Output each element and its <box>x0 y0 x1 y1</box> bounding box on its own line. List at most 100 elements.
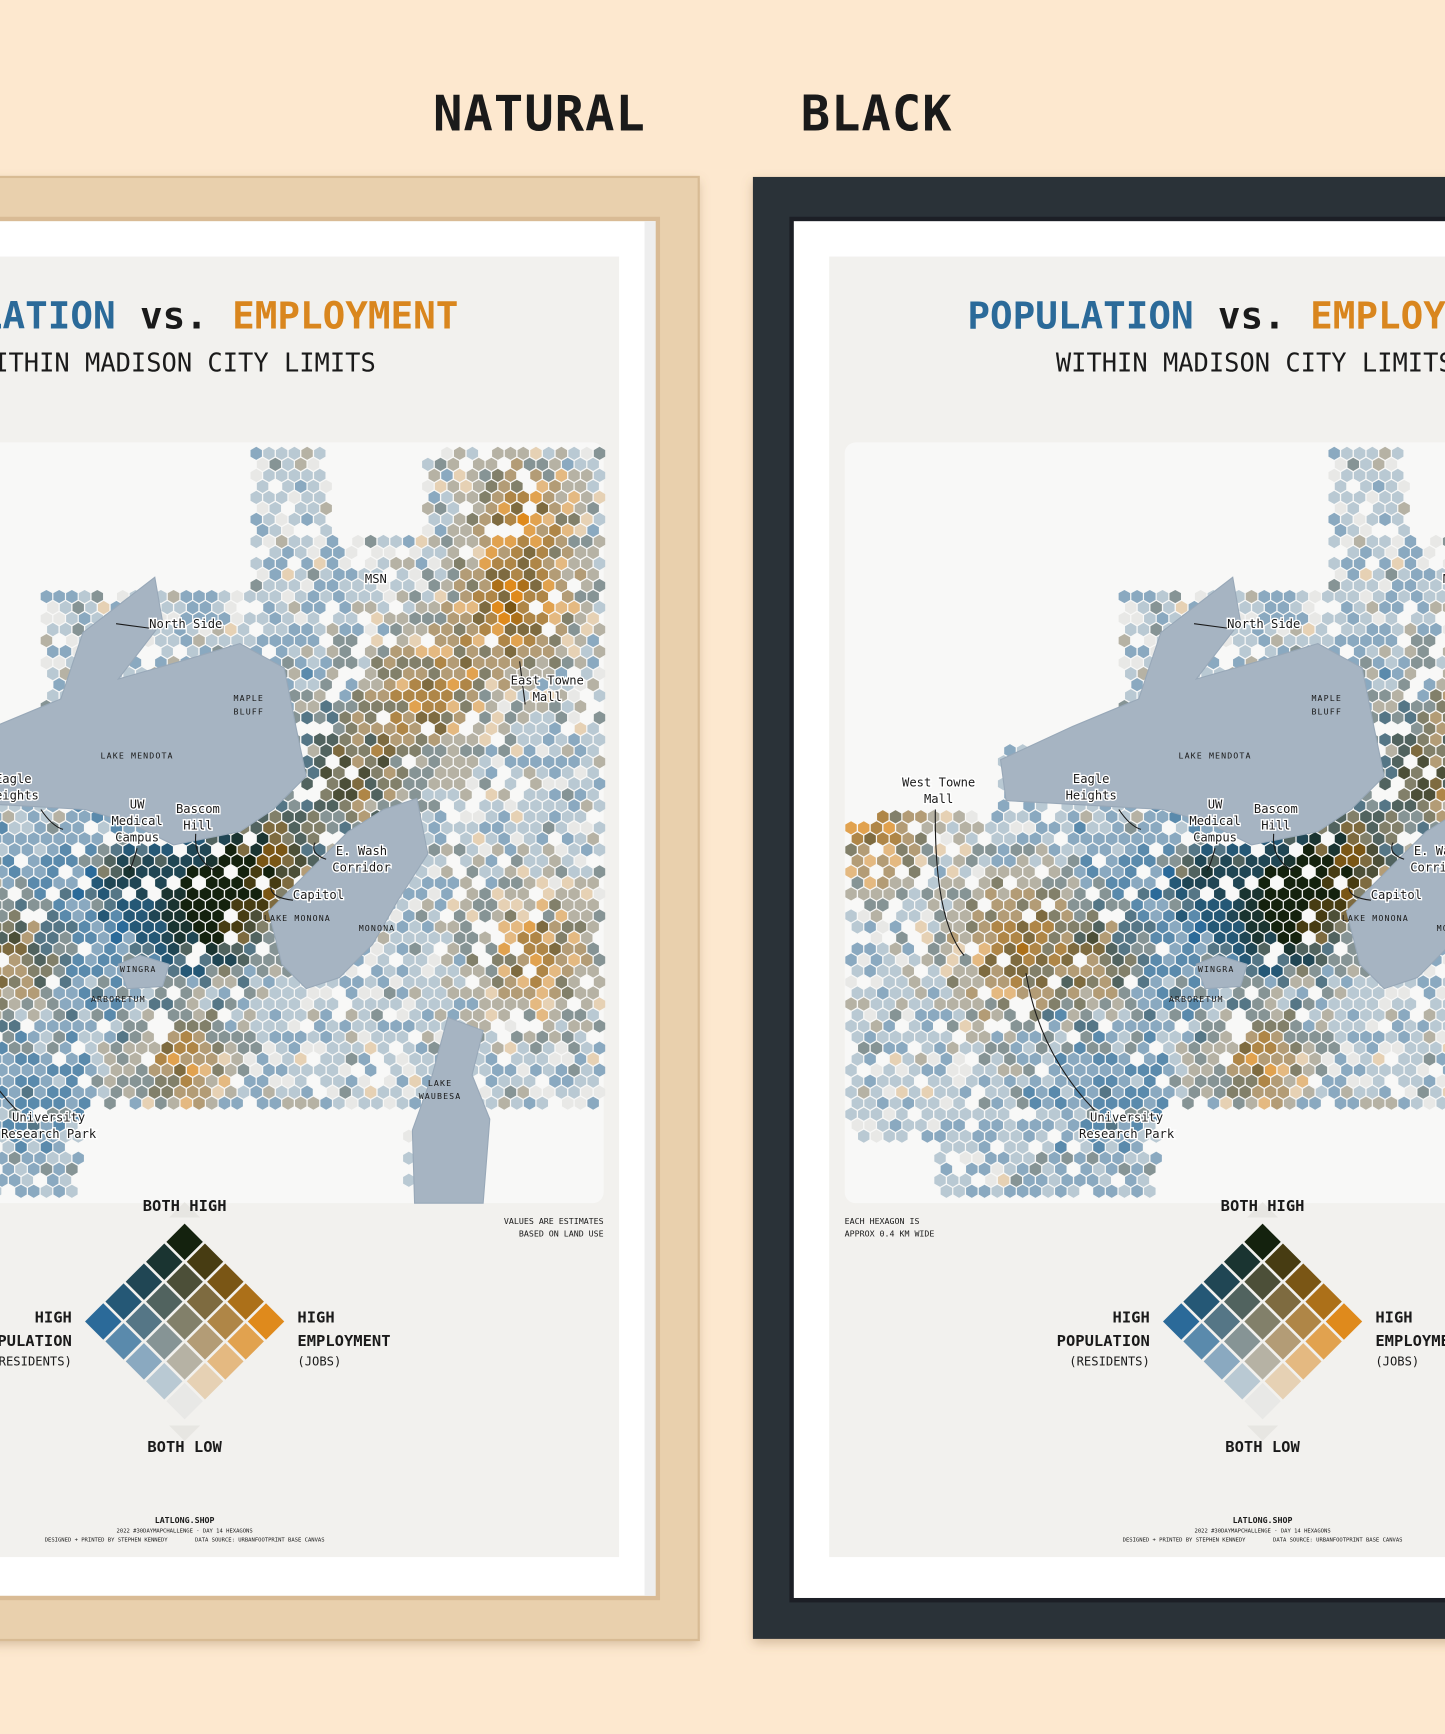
hexagon <box>883 953 895 967</box>
hexagon <box>434 545 447 560</box>
hexagon <box>453 468 466 483</box>
hexagon <box>934 821 946 835</box>
hexagon <box>218 1030 231 1044</box>
hexagon <box>466 490 479 505</box>
hexagon <box>116 1074 129 1088</box>
hexagon <box>371 633 383 648</box>
hexagon <box>568 843 580 857</box>
hexagon <box>352 534 364 549</box>
hexagon <box>345 1030 358 1044</box>
hexagon <box>428 997 440 1011</box>
hexagon <box>377 622 390 637</box>
hexagon <box>498 1074 510 1088</box>
hexagon <box>1137 887 1150 901</box>
hexagon <box>8 997 21 1011</box>
hexagon <box>498 700 510 714</box>
hexagon <box>97 1085 110 1099</box>
hexagon <box>1201 865 1213 879</box>
hexagon <box>34 1151 46 1165</box>
hexagon <box>1258 920 1270 934</box>
legend-cell <box>247 1303 285 1340</box>
hexagon <box>212 1019 224 1033</box>
hexagon <box>523 920 536 934</box>
hexagon <box>523 876 536 890</box>
hexagon <box>1392 556 1404 571</box>
hexagon <box>161 1063 173 1077</box>
hexagon <box>453 622 466 637</box>
hexagon <box>110 997 123 1011</box>
hexagon <box>345 1074 358 1088</box>
hexagon <box>0 1129 8 1143</box>
hexagon <box>377 667 390 681</box>
hexagon <box>1004 810 1016 824</box>
hexagon <box>383 611 396 626</box>
hexagon <box>978 854 991 868</box>
frame-label: BLACK <box>801 86 953 142</box>
hexagon <box>97 909 110 923</box>
hexagon <box>409 744 421 758</box>
hexagon <box>530 1041 542 1055</box>
hexagon <box>561 479 574 493</box>
hexagon <box>947 887 959 901</box>
hexagon <box>1156 854 1169 868</box>
hexagon <box>517 1041 529 1055</box>
hexagon <box>877 898 889 912</box>
hexagon <box>8 931 21 945</box>
hexagon <box>1392 490 1404 505</box>
hexagon <box>97 887 110 901</box>
hexagon <box>53 1162 65 1176</box>
hexagon <box>256 457 269 471</box>
hexagon <box>536 501 549 516</box>
hexagon <box>1442 735 1445 745</box>
hexagon <box>1417 645 1429 659</box>
hexagon <box>186 887 199 901</box>
hexagon <box>383 964 396 978</box>
title-population: POPULATION <box>967 293 1193 337</box>
hexagon <box>205 1008 218 1022</box>
hexagon <box>1061 821 1073 835</box>
hexagon <box>110 931 123 945</box>
hexagon <box>358 656 371 670</box>
hexagon <box>193 854 205 868</box>
hexagon <box>511 479 523 493</box>
hexagon <box>581 843 593 857</box>
hexagon <box>371 1030 383 1044</box>
hexagon <box>142 1096 154 1110</box>
hexagon <box>934 953 946 967</box>
hexagon <box>1417 733 1429 747</box>
hexagon <box>263 931 275 945</box>
hexagon <box>561 1074 574 1088</box>
hexagon <box>333 810 345 824</box>
hexagon <box>997 799 1010 813</box>
hexagon <box>1233 920 1245 934</box>
hexagon <box>345 545 358 560</box>
hexagon <box>1309 920 1321 934</box>
hexagon <box>1372 678 1385 692</box>
hexagon <box>136 843 148 857</box>
hexagon <box>72 821 84 835</box>
hexagon <box>1328 534 1340 549</box>
hexagon <box>549 611 561 626</box>
hexagon <box>383 1096 396 1110</box>
hexagon <box>301 777 313 791</box>
hexagon <box>193 1074 205 1088</box>
hexagon <box>333 766 345 780</box>
title-vs: vs. <box>1218 293 1286 337</box>
hexagon <box>40 1140 53 1154</box>
hexagon <box>1131 589 1143 604</box>
hexagon <box>574 1074 587 1088</box>
hexagon <box>339 1041 351 1055</box>
hexagon <box>953 810 965 824</box>
hexagon <box>1175 887 1188 901</box>
hexagon <box>8 975 21 989</box>
hexagon <box>498 567 510 582</box>
hexagon <box>59 997 72 1011</box>
hexagon <box>422 766 434 780</box>
hexagon <box>864 854 876 868</box>
hexagon <box>498 722 510 736</box>
hexagon <box>1411 567 1423 582</box>
hexagon <box>326 799 339 813</box>
hexagon <box>1010 865 1023 879</box>
hexagon <box>116 854 129 868</box>
hexagon <box>1194 942 1207 956</box>
